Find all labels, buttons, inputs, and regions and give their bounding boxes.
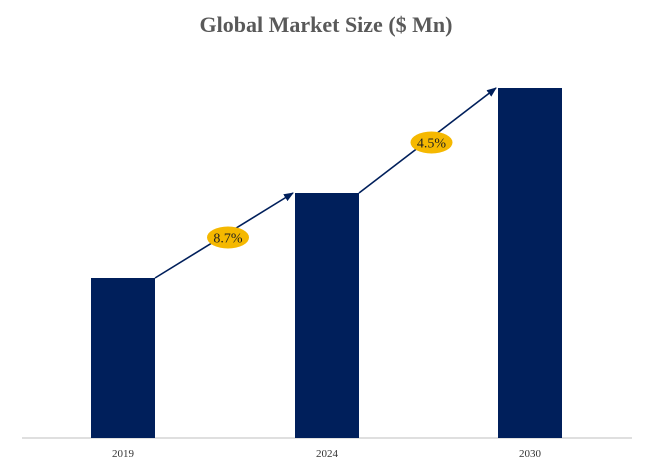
bar-2024 <box>295 193 359 438</box>
cagr-label: 4.5% <box>417 137 447 152</box>
x-tick-label: 2019 <box>112 448 135 460</box>
cagr-label: 8.7% <box>213 232 243 247</box>
x-tick-label: 2030 <box>519 448 542 460</box>
bar-2019 <box>91 278 155 438</box>
chart-title: Global Market Size ($ Mn) <box>199 12 453 37</box>
x-tick-label: 2024 <box>316 448 339 460</box>
bar-2030 <box>498 88 562 438</box>
cagr-badge <box>207 226 249 249</box>
cagr-badge <box>410 131 453 154</box>
